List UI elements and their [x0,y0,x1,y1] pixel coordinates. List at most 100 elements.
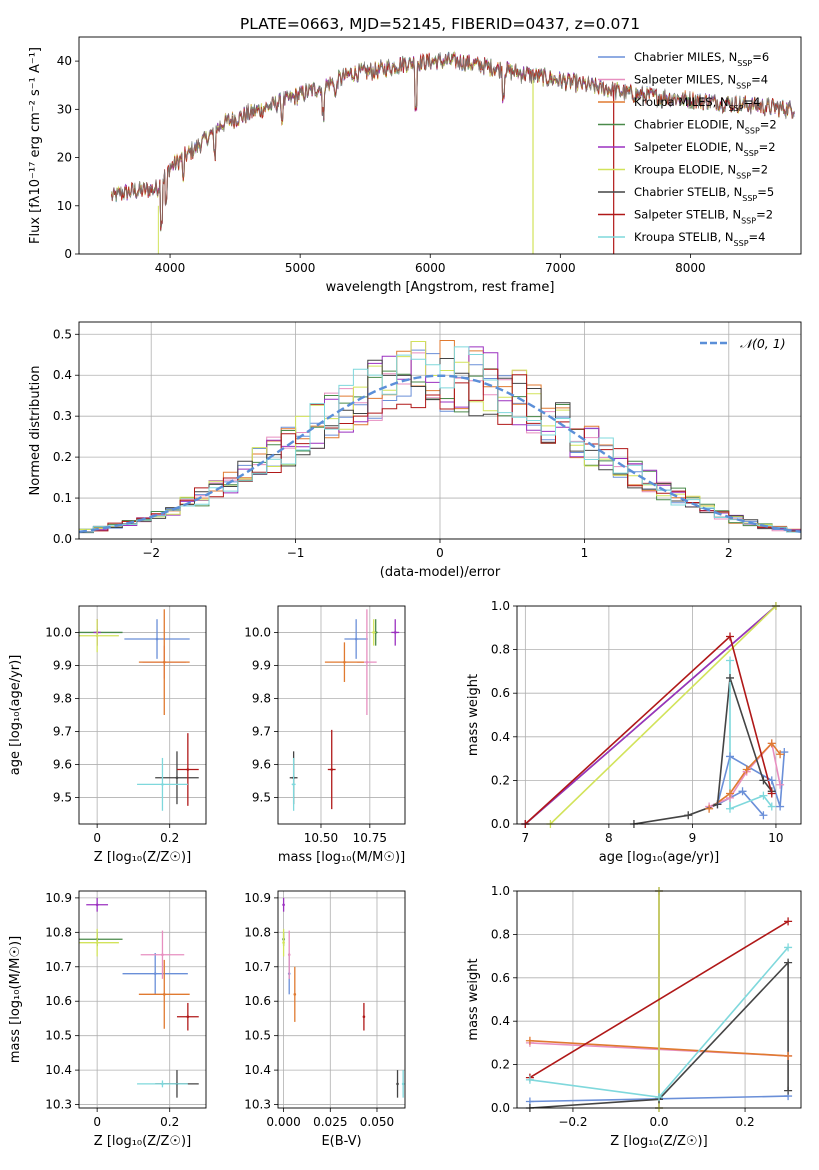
x-axis-label: (data-model)/error [380,565,501,580]
plot-weight_vs_Z: −0.2 0.0 0.2 0.0 0.2 0.4 0.6 0.8 1.0 Z [log₁₀(Z/Z… [466,884,802,1149]
weight-series-line [633,677,773,824]
plot-layer: 4000 5000 6000 7000 8000010203040wavelength … [8,36,802,1149]
weight-series-line [729,660,773,810]
weight-marker [726,804,734,813]
data-point [186,768,190,771]
legend-sub: SSP [742,194,757,203]
x-tick-label: 0.2 [736,1115,755,1129]
y-tick-label: 10.4 [244,1063,271,1077]
y-tick-label: 0.2 [53,450,72,464]
y-tick-label: 0.6 [491,971,510,985]
x-tick-label: 7 [522,831,530,845]
x-tick-label: 0.2 [160,1115,179,1129]
data-point [175,776,179,780]
legend-sub: SSP [744,149,759,158]
y-axis-label: Normed distribution [28,366,43,496]
y-tick-label: 10.3 [244,1098,271,1112]
x-tick-label: 9 [689,831,697,845]
axes-frame [516,890,802,1109]
legend-entry: Kroupa STELIB, NSSP=4 [634,230,765,248]
axes-frame [78,36,802,255]
legend-suffix: =2 [756,208,773,222]
weight-marker [784,1051,793,1060]
legend-entry: Salpeter STELIB, NSSP=2 [634,208,773,226]
y-tick-label: 0.6 [491,686,510,700]
x-tick-label: 2 [725,546,733,560]
legend-entry: Kroupa MILES, NSSP=4 [634,95,760,113]
weight-marker [759,791,768,800]
data-point [282,941,285,944]
x-axis-label: mass [log₁₀(M/M☉)] [278,850,405,865]
plot-age_vs_Z: 0 0.2 9.5 9.6 9.7 9.8 9.9 10.0 Z [log₁₀(Z/Z☉)] ag… [8,605,207,865]
weight-marker [767,802,776,811]
plot-age_vs_mass: 10.50 10.75 9.5 9.6 9.7 9.8 9.9 10.0 mass [log₁₀… [244,605,406,865]
plot-weight_vs_age: 7 8 9 10 0.0 0.2 0.4 0.6 0.8 1.0 age [log₁₀(age/yr… [466,599,802,865]
x-tick-label: 10.50 [304,831,338,845]
y-tick-label: 10.0 [45,625,72,639]
legend-name: Kroupa ELODIE, N [634,163,736,177]
legend-name: Salpeter STELIB, N [634,208,741,222]
weight-marker [726,789,734,798]
weight-marker [767,739,776,748]
data-point [354,637,358,641]
data-point [161,953,164,957]
y-tick-label: 10.0 [244,625,271,639]
data-point [161,783,164,786]
data-point [293,993,297,996]
y-tick-label: 10.6 [244,994,271,1008]
y-axis-label: mass [log₁₀(M/M☉)] [8,936,23,1063]
gaussian-curve [79,374,801,533]
x-tick-label: 0.000 [266,1115,300,1129]
y-tick-label: 9.6 [252,758,271,772]
y-tick-label: 0.0 [491,817,510,831]
weight-marker [784,917,793,926]
x-tick-label: 1 [581,546,589,560]
y-tick-label: 0.1 [53,491,72,505]
y-axis-label: mass weight [466,958,481,1040]
legend-entry: Salpeter MILES, NSSP=4 [634,73,768,91]
weight-series-line [529,920,789,1079]
x-tick-label: 0.050 [360,1115,394,1129]
y-tick-label: 9.9 [252,658,271,672]
y-tick-label: 0 [64,247,72,261]
data-point [282,903,285,907]
legend-suffix: =4 [751,73,768,87]
data-point [161,1082,164,1086]
legend-name: Kroupa STELIB, N [634,230,734,244]
histogram-step [79,368,801,539]
weight-marker [784,943,793,952]
x-tick-label: 0 [93,1115,101,1129]
y-tick-label: 9.6 [53,758,72,772]
legend-suffix: =4 [749,230,766,244]
legend-suffix: =2 [751,163,768,177]
plot-residuals: −2 −1 0 1 2 0.0 0.1 0.2 0.3 0.4 0.5 (data-model)/er… [28,321,802,580]
axes-frame [277,605,406,825]
legend-name: Kroupa MILES, N [634,95,729,109]
y-tick-label: 9.8 [252,691,271,705]
y-tick-label: 10.8 [45,925,72,939]
axes-frame [516,605,802,825]
data-point [95,903,99,907]
weight-marker [767,789,776,798]
data-point [372,631,376,634]
y-tick-label: 9.5 [252,791,271,805]
weight-marker [705,804,714,813]
weight-series-line [529,960,789,1108]
y-tick-label: 0.2 [491,773,510,787]
y-tick-label: 10.4 [45,1063,72,1077]
x-axis-label: age [log₁₀(age/yr)] [599,850,720,865]
weight-marker [780,748,789,757]
y-axis-label: mass weight [466,674,481,756]
plot-area [111,50,795,254]
data-point [330,768,334,771]
y-tick-label: 10 [57,199,72,213]
data-point [396,1082,399,1086]
legend-sub: SSP [734,239,749,248]
y-tick-label: 40 [57,54,72,68]
legend-entry: Chabrier ELODIE, NSSP=2 [634,118,777,136]
data-point [153,972,157,975]
data-point [393,631,397,634]
y-tick-label: 0.8 [491,643,510,657]
